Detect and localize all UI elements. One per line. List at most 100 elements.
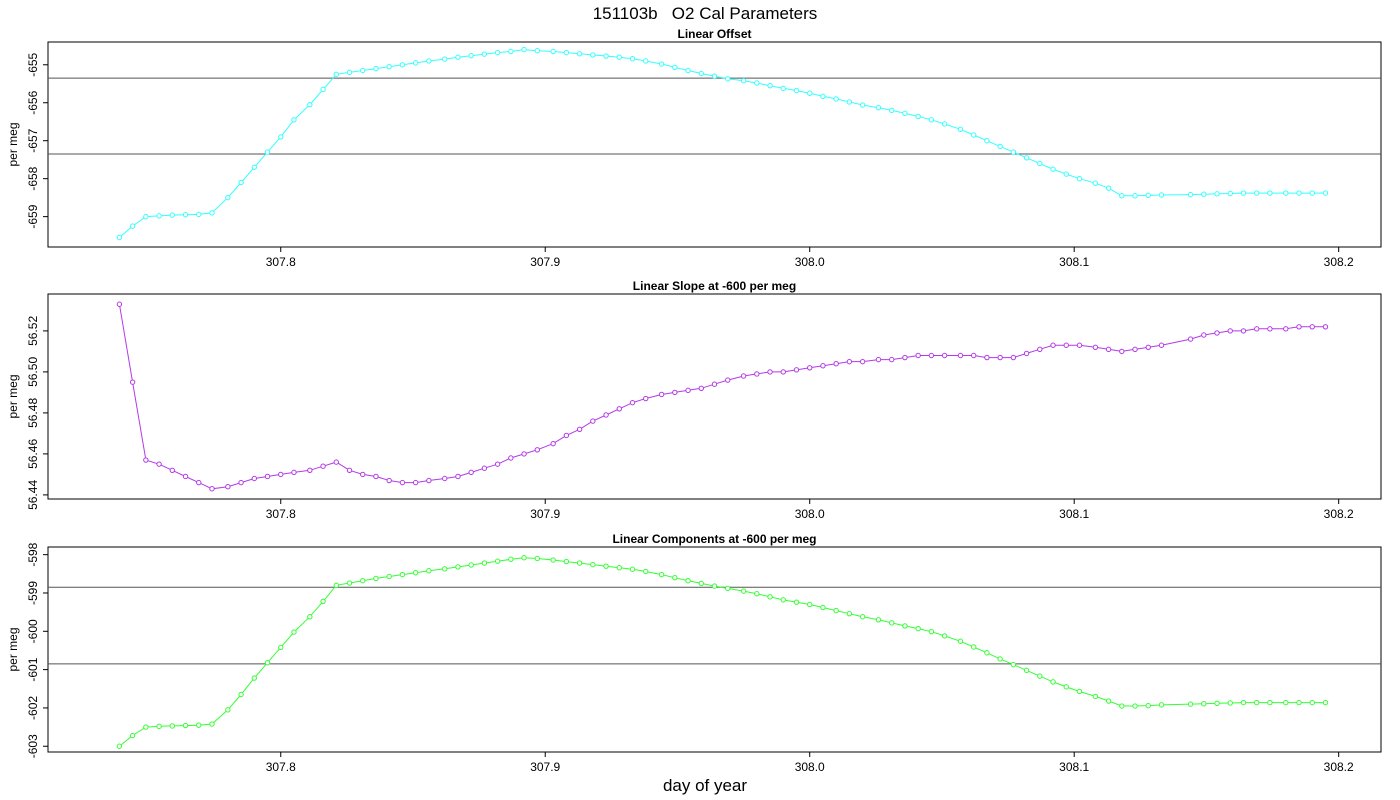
data-point — [767, 82, 773, 89]
data-point — [129, 732, 136, 739]
data-point — [169, 467, 176, 473]
data-point — [1322, 190, 1329, 196]
data-point — [725, 76, 731, 82]
panel-title: Linear Components at -600 per meg — [612, 532, 816, 546]
data-point — [576, 51, 583, 57]
data-point — [360, 578, 366, 584]
data-point — [875, 617, 882, 623]
y-tick-label: 56.50 — [26, 357, 40, 387]
data-point — [658, 571, 665, 578]
data-point — [740, 78, 747, 84]
data-point — [320, 86, 326, 93]
data-point — [957, 126, 964, 133]
data-point — [685, 387, 691, 394]
data-point — [182, 473, 189, 480]
data-point — [698, 580, 704, 587]
data-point — [1187, 191, 1194, 198]
data-point — [550, 48, 556, 55]
data-point — [412, 569, 419, 576]
data-point — [820, 604, 826, 611]
data-point — [902, 354, 908, 361]
data-point — [1158, 192, 1165, 198]
data-point — [889, 107, 895, 114]
data-point — [426, 58, 432, 64]
data-point — [238, 479, 244, 486]
data-point — [1145, 702, 1151, 709]
data-point — [346, 69, 353, 76]
data-point — [373, 65, 379, 72]
data-point — [1145, 192, 1151, 199]
x-tick-label: 308.2 — [1324, 760, 1354, 774]
data-point — [399, 62, 406, 68]
data-point — [833, 361, 839, 367]
data-point — [278, 471, 284, 478]
data-point — [386, 63, 392, 70]
data-point — [658, 61, 665, 67]
data-point — [616, 54, 622, 60]
data-point — [820, 93, 826, 99]
data-point — [264, 473, 271, 480]
data-point — [412, 479, 419, 486]
data-point — [767, 369, 773, 375]
y-tick-label: -603 — [26, 734, 40, 758]
data-point — [455, 564, 461, 570]
x-axis-label: day of year — [663, 776, 747, 795]
data-point — [1092, 693, 1099, 700]
data-point — [1309, 324, 1315, 330]
data-point — [1267, 699, 1273, 706]
data-point — [455, 473, 461, 480]
data-point — [1105, 185, 1112, 191]
data-point — [386, 573, 392, 580]
data-point — [780, 369, 786, 375]
data-point — [1050, 679, 1056, 685]
data-point — [386, 477, 392, 484]
y-tick-label: 56.52 — [26, 316, 40, 346]
y-axis-label: per meg — [6, 627, 20, 671]
data-point — [412, 60, 419, 66]
data-point — [629, 56, 636, 62]
data-point — [1092, 344, 1099, 350]
data-point — [1119, 193, 1125, 199]
data-point — [373, 575, 379, 582]
data-point — [767, 594, 773, 600]
data-point — [468, 52, 474, 59]
data-point — [957, 352, 964, 359]
x-tick-label: 307.9 — [530, 255, 560, 269]
data-point — [1296, 324, 1302, 330]
data-point — [169, 212, 176, 218]
data-point — [399, 571, 406, 578]
data-point — [1076, 342, 1083, 348]
data-point — [1010, 149, 1017, 155]
data-point — [307, 467, 313, 473]
data-point — [1063, 171, 1069, 177]
x-tick-label: 308.0 — [795, 255, 825, 269]
data-point — [291, 629, 297, 635]
data-point — [1187, 701, 1194, 707]
data-point — [182, 722, 189, 729]
x-tick-label: 308.2 — [1324, 507, 1354, 521]
data-point — [196, 722, 202, 728]
data-point — [643, 58, 649, 64]
data-point — [711, 381, 718, 387]
data-point — [1037, 160, 1043, 167]
data-point — [238, 691, 244, 698]
data-point — [590, 561, 596, 568]
data-point — [481, 51, 488, 57]
data-point — [1037, 673, 1043, 679]
data-point — [1037, 346, 1043, 353]
data-point — [603, 563, 609, 569]
y-tick-label: -601 — [26, 657, 40, 681]
data-point — [928, 117, 935, 123]
data-point — [1227, 700, 1233, 706]
data-point — [889, 620, 895, 626]
data-point — [603, 412, 609, 418]
data-point — [1023, 155, 1030, 161]
data-point — [793, 87, 800, 94]
data-point — [685, 578, 691, 584]
panel-3: Linear Components at -600 per meg 307.8 30… — [6, 532, 1382, 774]
data-point — [251, 475, 257, 482]
data-point — [846, 358, 853, 365]
data-point — [616, 564, 622, 571]
data-point — [1105, 346, 1112, 353]
data-point — [902, 623, 908, 629]
